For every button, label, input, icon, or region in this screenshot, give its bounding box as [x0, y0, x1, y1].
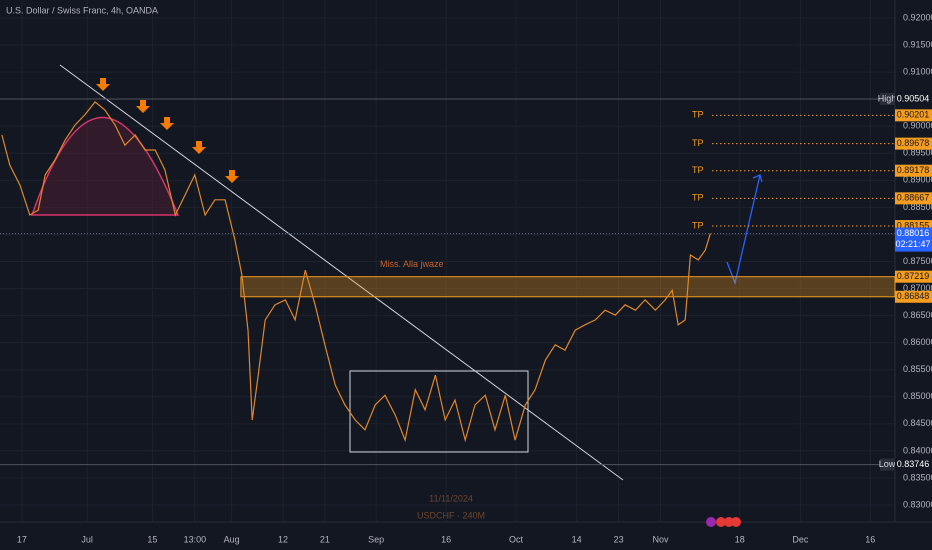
high-tag-label: High [878, 93, 897, 103]
x-tick-label: 12 [278, 534, 288, 544]
target-badge-label: 0.88667 [897, 193, 930, 203]
x-tick-label: Aug [224, 534, 240, 544]
projection-arrow-head [752, 174, 763, 183]
x-tick-label: 23 [614, 534, 624, 544]
x-tick-label: 14 [572, 534, 582, 544]
x-tick-label: 15 [147, 534, 157, 544]
y-tick-label: 0.83000 [903, 499, 932, 509]
zone [240, 276, 896, 298]
x-tick-label: 16 [441, 534, 451, 544]
target-label: TP [692, 193, 704, 203]
projection-arrow [726, 174, 761, 286]
target-label: TP [692, 220, 704, 230]
trend-line [59, 64, 624, 481]
event-icons [706, 517, 741, 527]
high-badge [895, 92, 932, 105]
target-label: TP [692, 165, 704, 175]
low-tag-label: Low [879, 459, 896, 469]
price-line [1, 101, 711, 443]
zone-badge [895, 290, 932, 303]
x-tick-label: Sep [368, 534, 384, 544]
high-tag [880, 92, 895, 105]
target-badge-label: 0.89178 [897, 165, 930, 175]
zone-badge-label: 0.87219 [897, 271, 930, 281]
arc-pattern [30, 117, 180, 216]
target-label: TP [692, 138, 704, 148]
chart-title: U.S. Dollar / Swiss Franc, 4h, OANDA [6, 5, 158, 15]
zone-badge-label: 0.86848 [897, 291, 930, 301]
low-badge [895, 458, 932, 471]
high-badge-label: 0.90504 [897, 93, 930, 103]
x-tick-label: 17 [17, 534, 27, 544]
x-tick-label: Dec [792, 534, 809, 544]
target-label: TP [692, 110, 704, 120]
low-tag [880, 458, 895, 471]
plot: Miss. Alla jwaze 0.87219 0.86848 High 0.9050… [0, 92, 932, 471]
x-tick-label: 18 [735, 534, 745, 544]
x-tick-label: 16 [865, 534, 875, 544]
zone-badge [895, 270, 932, 283]
target-badge [895, 192, 932, 205]
watermark-symbol: USDCHF · 240M [417, 510, 485, 520]
target-badge-label: 0.89678 [897, 138, 930, 148]
x-tick-label: Oct [509, 534, 524, 544]
current-badge-label: 0.88016 [897, 228, 930, 238]
watermark-date: 11/11/2024 [429, 493, 473, 503]
target-badge [895, 164, 932, 177]
low-badge-label: 0.83746 [897, 459, 930, 469]
x-tick-label: 13:00 [184, 534, 207, 544]
zone-label: Miss. Alla jwaze [380, 259, 444, 269]
target-badge-label: 0.90201 [897, 110, 930, 120]
target-badge-label: 0.88155 [897, 220, 930, 230]
current-badge [895, 227, 932, 252]
x-tick-label: 21 [320, 534, 330, 544]
target-badge [895, 109, 932, 122]
arrows-down [96, 78, 239, 183]
target-badge [895, 137, 932, 150]
current-countdown: 02:21:47 [895, 239, 930, 249]
x-tick-label: Nov [653, 534, 670, 544]
x-tick-label: Jul [81, 534, 93, 544]
